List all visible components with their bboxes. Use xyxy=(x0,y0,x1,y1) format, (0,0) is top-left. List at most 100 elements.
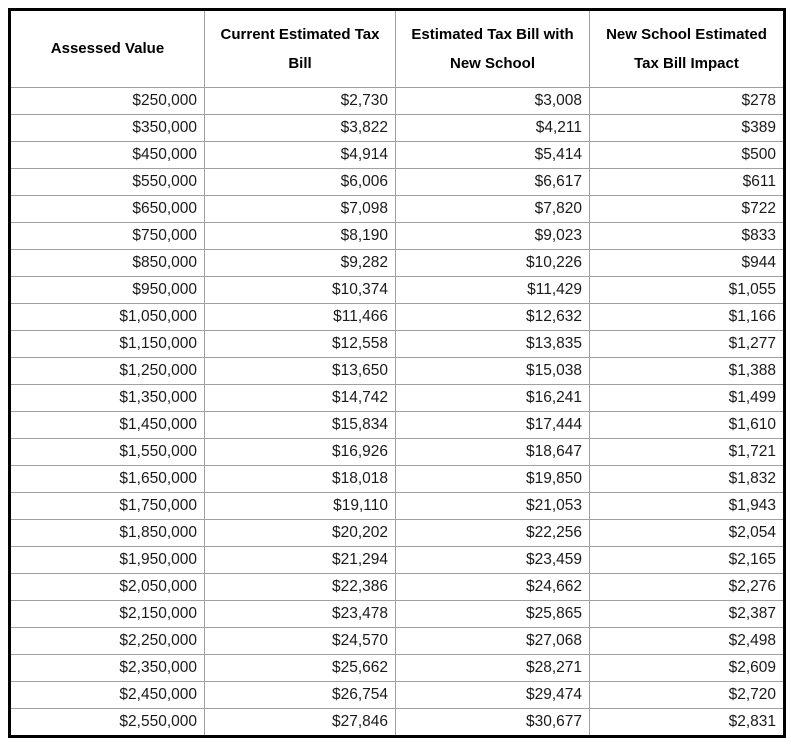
table-cell: $12,632 xyxy=(395,303,590,331)
table-row: $1,250,000 $13,650 $15,038 $1,388 xyxy=(9,357,785,385)
table-cell: $1,650,000 xyxy=(9,465,205,493)
table-row: $250,000 $2,730 $3,008 $278 xyxy=(9,87,785,115)
table-row: $2,350,000 $25,662 $28,271 $2,609 xyxy=(9,654,785,682)
table-cell: $21,294 xyxy=(204,546,396,574)
table-cell: $1,950,000 xyxy=(9,546,205,574)
table-cell: $2,550,000 xyxy=(9,708,205,737)
table-cell: $18,647 xyxy=(395,438,590,466)
table-row: $350,000 $3,822 $4,211 $389 xyxy=(9,114,785,142)
header-row: Assessed Value Current Estimated Tax Bil… xyxy=(9,9,785,88)
table-cell: $16,926 xyxy=(204,438,396,466)
table-row: $2,050,000 $22,386 $24,662 $2,276 xyxy=(9,573,785,601)
table-cell: $2,831 xyxy=(589,708,785,737)
table-cell: $944 xyxy=(589,249,785,277)
table-cell: $500 xyxy=(589,141,785,169)
table-cell: $8,190 xyxy=(204,222,396,250)
table-row: $550,000 $6,006 $6,617 $611 xyxy=(9,168,785,196)
table-cell: $1,388 xyxy=(589,357,785,385)
table-cell: $11,429 xyxy=(395,276,590,304)
table-body: $250,000 $2,730 $3,008 $278 $350,000 $3,822 $4… xyxy=(9,87,785,737)
table-cell: $29,474 xyxy=(395,681,590,709)
table-cell: $13,835 xyxy=(395,330,590,358)
table-cell: $7,820 xyxy=(395,195,590,223)
table-cell: $1,277 xyxy=(589,330,785,358)
table-cell: $5,414 xyxy=(395,141,590,169)
table-cell: $25,865 xyxy=(395,600,590,628)
table-cell: $12,558 xyxy=(204,330,396,358)
table-cell: $27,846 xyxy=(204,708,396,737)
table-cell: $1,850,000 xyxy=(9,519,205,547)
table-cell: $4,211 xyxy=(395,114,590,142)
table-cell: $833 xyxy=(589,222,785,250)
table-cell: $2,054 xyxy=(589,519,785,547)
header-assessed-value: Assessed Value xyxy=(9,9,205,88)
table-cell: $3,822 xyxy=(204,114,396,142)
table-cell: $2,250,000 xyxy=(9,627,205,655)
table-cell: $11,466 xyxy=(204,303,396,331)
table-cell: $350,000 xyxy=(9,114,205,142)
table-cell: $24,662 xyxy=(395,573,590,601)
table-cell: $1,550,000 xyxy=(9,438,205,466)
table-cell: $23,459 xyxy=(395,546,590,574)
table-cell: $14,742 xyxy=(204,384,396,412)
table-row: $1,550,000 $16,926 $18,647 $1,721 xyxy=(9,438,785,466)
table-row: $1,450,000 $15,834 $17,444 $1,610 xyxy=(9,411,785,439)
table-cell: $1,499 xyxy=(589,384,785,412)
table-cell: $22,256 xyxy=(395,519,590,547)
table-cell: $21,053 xyxy=(395,492,590,520)
table-cell: $23,478 xyxy=(204,600,396,628)
table-cell: $1,610 xyxy=(589,411,785,439)
table-cell: $2,387 xyxy=(589,600,785,628)
table-cell: $25,662 xyxy=(204,654,396,682)
table-header: Assessed Value Current Estimated Tax Bil… xyxy=(9,9,785,88)
table-cell: $450,000 xyxy=(9,141,205,169)
table-cell: $26,754 xyxy=(204,681,396,709)
table-cell: $3,008 xyxy=(395,87,590,115)
table-row: $750,000 $8,190 $9,023 $833 xyxy=(9,222,785,250)
table-cell: $2,276 xyxy=(589,573,785,601)
table-cell: $950,000 xyxy=(9,276,205,304)
table-cell: $1,166 xyxy=(589,303,785,331)
table-cell: $10,226 xyxy=(395,249,590,277)
table-row: $650,000 $7,098 $7,820 $722 xyxy=(9,195,785,223)
table-cell: $4,914 xyxy=(204,141,396,169)
table-cell: $2,609 xyxy=(589,654,785,682)
table-cell: $850,000 xyxy=(9,249,205,277)
table-cell: $2,150,000 xyxy=(9,600,205,628)
table-cell: $24,570 xyxy=(204,627,396,655)
table-cell: $1,250,000 xyxy=(9,357,205,385)
table-cell: $10,374 xyxy=(204,276,396,304)
table-cell: $2,350,000 xyxy=(9,654,205,682)
table-row: $850,000 $9,282 $10,226 $944 xyxy=(9,249,785,277)
table-row: $1,050,000 $11,466 $12,632 $1,166 xyxy=(9,303,785,331)
table-cell: $250,000 xyxy=(9,87,205,115)
table-cell: $9,023 xyxy=(395,222,590,250)
table-cell: $7,098 xyxy=(204,195,396,223)
table-cell: $2,450,000 xyxy=(9,681,205,709)
table-row: $950,000 $10,374 $11,429 $1,055 xyxy=(9,276,785,304)
table-cell: $1,055 xyxy=(589,276,785,304)
table-cell: $1,721 xyxy=(589,438,785,466)
table-cell: $611 xyxy=(589,168,785,196)
table-row: $2,450,000 $26,754 $29,474 $2,720 xyxy=(9,681,785,709)
table-row: $1,150,000 $12,558 $13,835 $1,277 xyxy=(9,330,785,358)
table-cell: $19,110 xyxy=(204,492,396,520)
table-cell: $1,750,000 xyxy=(9,492,205,520)
table-cell: $1,050,000 xyxy=(9,303,205,331)
table-row: $2,150,000 $23,478 $25,865 $2,387 xyxy=(9,600,785,628)
table-row: $1,350,000 $14,742 $16,241 $1,499 xyxy=(9,384,785,412)
table-cell: $278 xyxy=(589,87,785,115)
table-cell: $9,282 xyxy=(204,249,396,277)
table-cell: $2,720 xyxy=(589,681,785,709)
table-row: $1,850,000 $20,202 $22,256 $2,054 xyxy=(9,519,785,547)
tax-impact-table: Assessed Value Current Estimated Tax Bil… xyxy=(8,8,786,738)
table-cell: $2,165 xyxy=(589,546,785,574)
table-cell: $1,150,000 xyxy=(9,330,205,358)
table-cell: $30,677 xyxy=(395,708,590,737)
table-row: $450,000 $4,914 $5,414 $500 xyxy=(9,141,785,169)
table-cell: $15,038 xyxy=(395,357,590,385)
table-cell: $2,498 xyxy=(589,627,785,655)
table-cell: $19,850 xyxy=(395,465,590,493)
table-cell: $6,617 xyxy=(395,168,590,196)
